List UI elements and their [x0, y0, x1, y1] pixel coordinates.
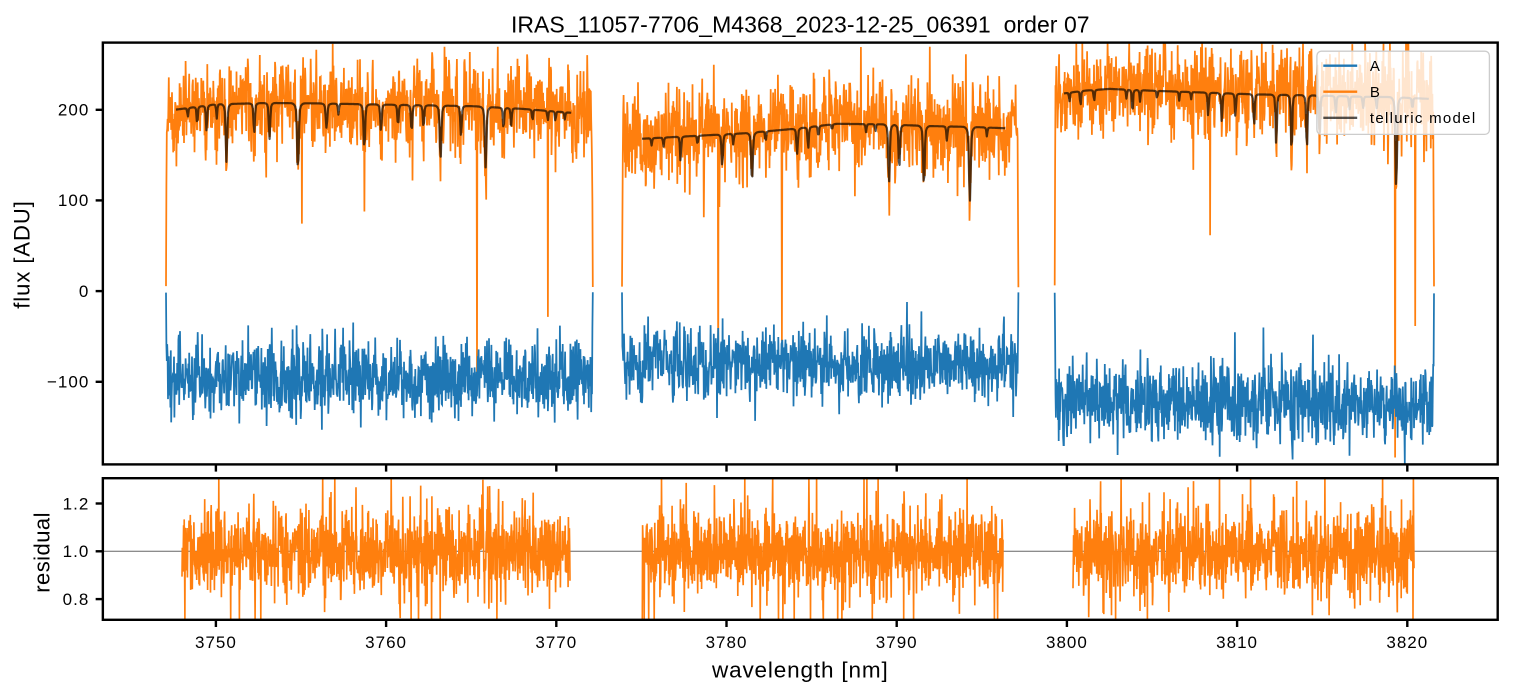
- svg-text:telluric model: telluric model: [1370, 110, 1477, 127]
- svg-text:residual: residual: [30, 512, 55, 593]
- svg-text:3760: 3760: [365, 633, 407, 652]
- svg-text:3790: 3790: [876, 633, 918, 652]
- svg-text:200: 200: [58, 101, 89, 120]
- svg-text:A: A: [1370, 58, 1381, 75]
- svg-text:0.8: 0.8: [63, 590, 90, 609]
- svg-text:B: B: [1370, 84, 1381, 101]
- svg-text:1.0: 1.0: [63, 542, 90, 561]
- svg-text:100: 100: [58, 191, 89, 210]
- svg-text:flux [ADU]: flux [ADU]: [10, 200, 35, 309]
- svg-text:3820: 3820: [1386, 633, 1428, 652]
- svg-text:3800: 3800: [1046, 633, 1088, 652]
- svg-text:0: 0: [79, 282, 89, 301]
- svg-text:3810: 3810: [1216, 633, 1258, 652]
- svg-text:wavelength [nm]: wavelength [nm]: [711, 657, 889, 682]
- svg-text:IRAS_11057-7706_M4368_2023-12-: IRAS_11057-7706_M4368_2023-12-25_06391 o…: [511, 12, 1090, 38]
- svg-text:3770: 3770: [535, 633, 577, 652]
- svg-text:3750: 3750: [195, 633, 237, 652]
- svg-text:3780: 3780: [706, 633, 748, 652]
- svg-text:−100: −100: [47, 373, 89, 392]
- svg-text:1.2: 1.2: [63, 494, 90, 513]
